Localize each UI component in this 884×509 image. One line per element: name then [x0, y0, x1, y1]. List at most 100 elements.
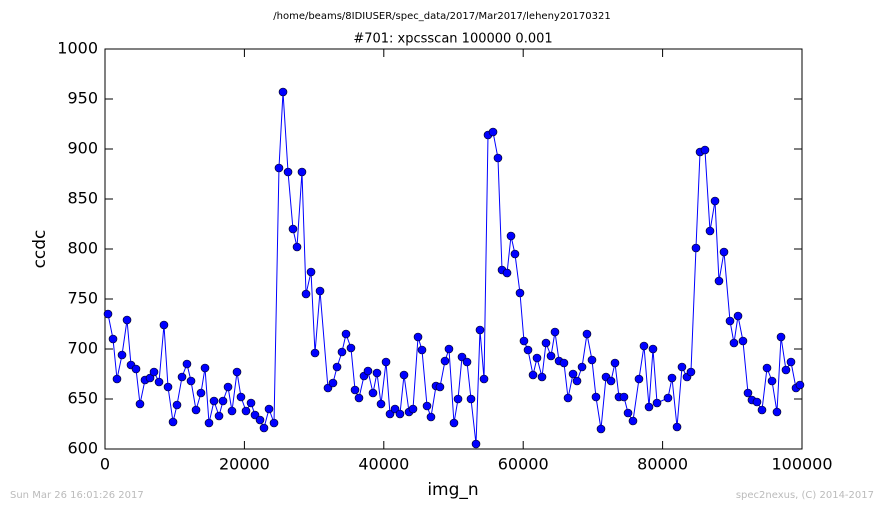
- data-point: [354, 393, 364, 403]
- data-point: [733, 311, 743, 321]
- data-point: [154, 377, 164, 387]
- data-point: [417, 345, 427, 355]
- data-point: [223, 382, 233, 392]
- data-point: [606, 376, 616, 386]
- data-point: [182, 359, 192, 369]
- data-point: [332, 362, 342, 372]
- data-point: [350, 385, 360, 395]
- data-point: [546, 351, 556, 361]
- data-point: [159, 320, 169, 330]
- data-point: [368, 388, 378, 398]
- data-point: [310, 348, 320, 358]
- data-point: [663, 393, 673, 403]
- data-point: [218, 396, 228, 406]
- x-axis-label: img_n: [427, 480, 478, 500]
- data-point: [781, 365, 791, 375]
- data-point: [623, 408, 633, 418]
- data-point: [108, 334, 118, 344]
- data-point: [426, 412, 436, 422]
- y-tick-label: 700: [67, 339, 98, 358]
- data-point: [413, 332, 423, 342]
- data-point: [264, 404, 274, 414]
- data-point: [172, 400, 182, 410]
- data-point: [122, 315, 132, 325]
- data-point: [743, 388, 753, 398]
- data-point: [112, 374, 122, 384]
- data-point: [639, 341, 649, 351]
- x-tick-label: 80000: [637, 455, 688, 474]
- data-point: [644, 402, 654, 412]
- chart-title: /home/beams/8IDIUSER/spec_data/2017/Mar2…: [273, 11, 610, 22]
- data-point: [168, 417, 178, 427]
- data-point: [306, 267, 316, 277]
- data-point: [568, 369, 578, 379]
- credit: spec2nexus, (C) 2014-2017: [736, 490, 874, 501]
- data-point: [528, 370, 538, 380]
- data-point: [395, 409, 405, 419]
- data-point: [177, 372, 187, 382]
- data-point: [163, 382, 173, 392]
- data-point: [677, 362, 687, 372]
- data-point: [346, 343, 356, 353]
- x-tick-label: 40000: [358, 455, 409, 474]
- x-tick-label: 60000: [498, 455, 549, 474]
- chart-subtitle: #701: xpcsscan 100000 0.001: [353, 32, 552, 47]
- data-point: [255, 415, 265, 425]
- data-point: [471, 439, 481, 449]
- data-point: [519, 336, 529, 346]
- data-point: [493, 153, 503, 163]
- y-tick-label: 850: [67, 189, 98, 208]
- data-point: [376, 399, 386, 409]
- data-point: [246, 398, 256, 408]
- data-point: [488, 127, 498, 137]
- data-point: [381, 357, 391, 367]
- data-point: [462, 357, 472, 367]
- data-point: [502, 268, 512, 278]
- data-point: [729, 338, 739, 348]
- data-point: [719, 247, 729, 257]
- data-point: [297, 167, 307, 177]
- data-point: [582, 329, 592, 339]
- data-point: [714, 276, 724, 286]
- data-point: [301, 289, 311, 299]
- data-point: [337, 347, 347, 357]
- data-point: [752, 397, 762, 407]
- y-tick-label: 900: [67, 139, 98, 158]
- data-point: [628, 416, 638, 426]
- y-tick-label: 1000: [57, 39, 98, 58]
- data-point: [328, 378, 338, 388]
- timestamp: Sun Mar 26 16:01:26 2017: [10, 490, 144, 501]
- data-point: [214, 411, 224, 421]
- data-point: [523, 345, 533, 355]
- data-point: [341, 329, 351, 339]
- x-tick-label: 20000: [219, 455, 270, 474]
- data-point: [700, 145, 710, 155]
- data-point: [479, 374, 489, 384]
- data-point: [563, 393, 573, 403]
- data-point: [399, 370, 409, 380]
- data-point: [315, 286, 325, 296]
- data-point: [667, 373, 677, 383]
- data-point: [466, 394, 476, 404]
- data-point: [149, 367, 159, 377]
- data-point: [232, 367, 242, 377]
- data-point: [259, 423, 269, 433]
- data-point: [691, 243, 701, 253]
- data-point: [204, 418, 214, 428]
- data-point: [587, 355, 597, 365]
- data-point: [532, 353, 542, 363]
- data-point: [596, 424, 606, 434]
- data-point: [269, 418, 279, 428]
- data-point: [372, 368, 382, 378]
- y-tick-label: 650: [67, 389, 98, 408]
- y-tick-label: 600: [67, 439, 98, 458]
- data-point: [186, 376, 196, 386]
- data-point: [227, 406, 237, 416]
- data-point: [241, 406, 251, 416]
- data-point: [515, 288, 525, 298]
- data-point: [453, 394, 463, 404]
- y-tick-label: 950: [67, 89, 98, 108]
- data-point: [577, 362, 587, 372]
